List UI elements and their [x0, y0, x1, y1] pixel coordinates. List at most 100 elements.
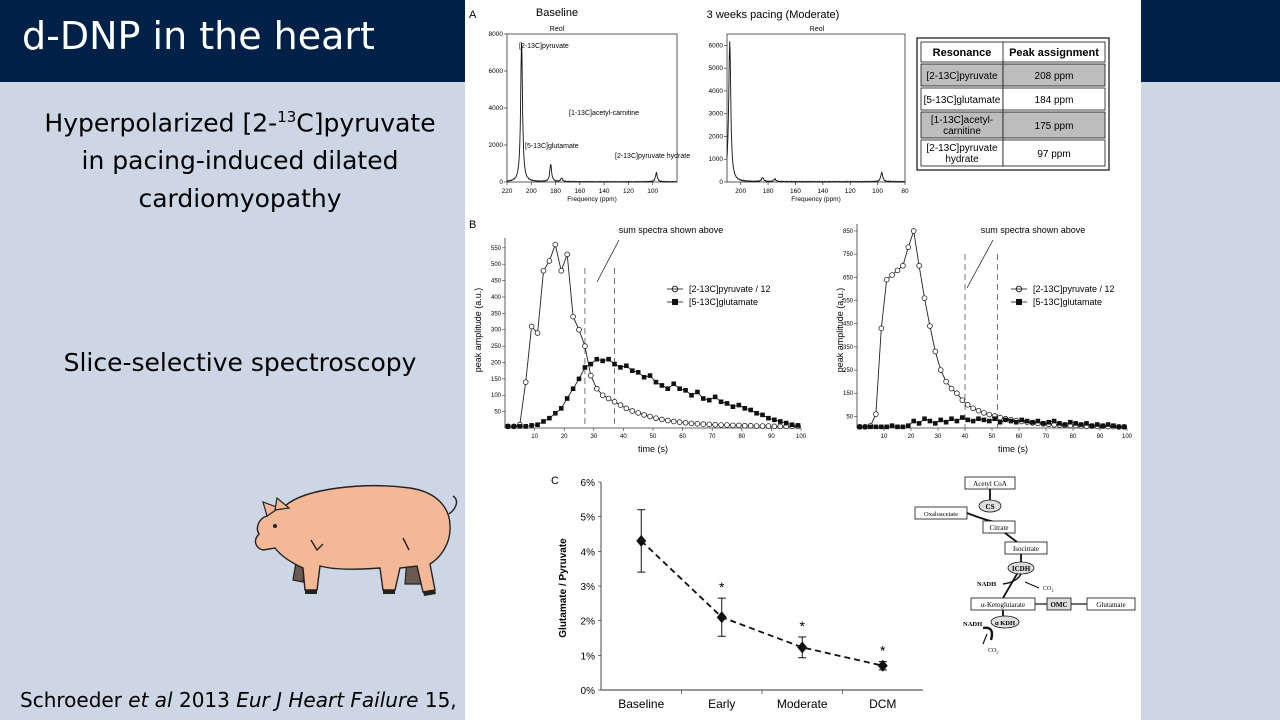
- glutamate-point: [523, 424, 529, 429]
- tick-label: 5000: [709, 65, 724, 72]
- ratio-y-tick: 5%: [581, 513, 596, 524]
- subtitle: Hyperpolarized [2-13C]pyruvate in pacing…: [20, 98, 460, 218]
- node-citrate: Citrate: [989, 524, 1008, 532]
- spec-right-xlabel: Frequency (ppm): [791, 196, 841, 203]
- glutamate-point: [689, 392, 694, 398]
- pyruvate-point: [653, 415, 659, 421]
- ratio-category-label: Early: [708, 697, 735, 711]
- pyruvate-point: [959, 397, 966, 403]
- glutamate-point: [612, 361, 617, 367]
- glutamate-point: [653, 379, 659, 385]
- glutamate-point: [736, 402, 742, 408]
- glutamate-point: [629, 368, 635, 373]
- spec-right-axislabel: Reol: [810, 26, 825, 33]
- table-row-peak: 184 ppm: [1035, 95, 1074, 106]
- glutamate-point: [943, 419, 949, 425]
- glutamate-point: [938, 417, 943, 423]
- baseline-spectrum: [506, 42, 678, 183]
- pyruvate-point: [910, 228, 917, 234]
- time-course-left: 10 20 30 40 50 60 70 80 90 100 550 500 450 400 350 300 2…: [491, 238, 807, 440]
- tick-label: 2000: [489, 142, 504, 149]
- tick-label: 100: [796, 434, 807, 440]
- glutamate-point: [1041, 421, 1046, 426]
- tick-label: 50: [494, 410, 501, 416]
- pyruvate-point: [724, 422, 730, 428]
- pyruvate-point: [894, 267, 901, 274]
- glutamate-point: [911, 418, 916, 424]
- annotation-left: sum spectra shown above: [619, 225, 724, 235]
- glutamate-point: [1111, 423, 1116, 428]
- tick-label: 100: [872, 188, 883, 195]
- tick-label: 100: [647, 188, 658, 195]
- pyruvate-point: [605, 395, 612, 402]
- subtitle-line1a: Hyperpolarized [2-: [44, 108, 278, 138]
- pyruvate-point: [878, 325, 885, 332]
- tick-label: 8000: [489, 31, 504, 38]
- pyruvate-point: [975, 407, 982, 414]
- legend-glu-right: [5-13C]glutamate: [1033, 297, 1102, 307]
- glutamate-point: [659, 383, 665, 388]
- glutamate-point: [987, 418, 992, 424]
- pyruvate-point: [905, 244, 912, 250]
- tick-label: 150: [843, 391, 854, 397]
- legend-glu-left: [5-13C]glutamate: [689, 297, 758, 307]
- pyruvate-point: [873, 411, 879, 417]
- significance-star: *: [880, 643, 886, 659]
- table-row-peak: 175 ppm: [1035, 121, 1074, 132]
- tick-label: 60: [679, 434, 686, 440]
- tick-label: 450: [491, 279, 502, 285]
- glutamate-point: [879, 424, 884, 430]
- tick-label: 250: [843, 368, 854, 374]
- ratio-y-tick: 3%: [581, 582, 596, 593]
- glutamate-point: [960, 415, 965, 420]
- pyruvate-point: [676, 419, 683, 425]
- pyruvate-point: [588, 372, 594, 379]
- tick-label: 350: [843, 345, 854, 351]
- glutamate-point: [564, 396, 570, 401]
- glutamate-point: [922, 416, 927, 422]
- glutamate-point: [916, 421, 922, 426]
- pyruvate-point: [954, 390, 960, 397]
- nadh-2: NADH: [963, 621, 982, 628]
- ratio-y-tick: 2%: [581, 617, 596, 628]
- glutamate-point: [873, 424, 879, 430]
- pyruvate-point: [736, 422, 742, 429]
- pyruvate-point: [700, 421, 707, 427]
- pyruvate-point: [540, 267, 547, 274]
- table-row-peak: 208 ppm: [1035, 71, 1074, 82]
- pyruvate-point: [688, 420, 695, 427]
- tick-label: 70: [1043, 434, 1050, 440]
- subtitle-sup: 13: [277, 108, 297, 126]
- glutamate-point: [1051, 418, 1057, 424]
- tick-label: 90: [1097, 434, 1104, 440]
- tick-label: 1000: [709, 156, 724, 163]
- tick-label: 30: [590, 434, 597, 440]
- tick-label: 60: [1016, 434, 1023, 440]
- glutamate-point: [868, 424, 873, 430]
- pyruvate-point: [741, 422, 748, 429]
- glutamate-point: [789, 422, 795, 428]
- legend-pyr-left: [2-13C]pyruvate / 12: [689, 284, 771, 294]
- pyruvate-point: [682, 419, 689, 426]
- table-row-resonance-2: hydrate: [945, 154, 979, 165]
- label-glutamate: [5-13C]glutamate: [525, 143, 579, 150]
- pyruvate-point: [623, 405, 630, 412]
- node-isocitrate: Isocitrate: [1013, 545, 1039, 553]
- glutamate-point: [724, 401, 730, 406]
- label-acetylcarnitine: [1-13C]acetyl-carnitine: [569, 110, 639, 117]
- pyruvate-point: [777, 423, 784, 430]
- pyruvate-point: [916, 262, 922, 269]
- glutamate-point: [1014, 419, 1019, 425]
- node-glutamate: Glutamate: [1096, 601, 1125, 609]
- glutamate-point: [889, 423, 895, 428]
- subtitle-line3: cardiomyopathy: [138, 184, 342, 214]
- ratio-point: [877, 659, 888, 672]
- pyruvate-point: [641, 412, 647, 418]
- significance-star: *: [719, 579, 725, 595]
- glutamate-point: [505, 424, 511, 429]
- pyruvate-point: [629, 408, 636, 414]
- citation-journal: Eur J Heart Failure: [236, 688, 419, 712]
- pyruvate-point: [889, 272, 895, 278]
- ratio-y-tick: 1%: [581, 651, 596, 662]
- tick-label: 20: [561, 434, 568, 440]
